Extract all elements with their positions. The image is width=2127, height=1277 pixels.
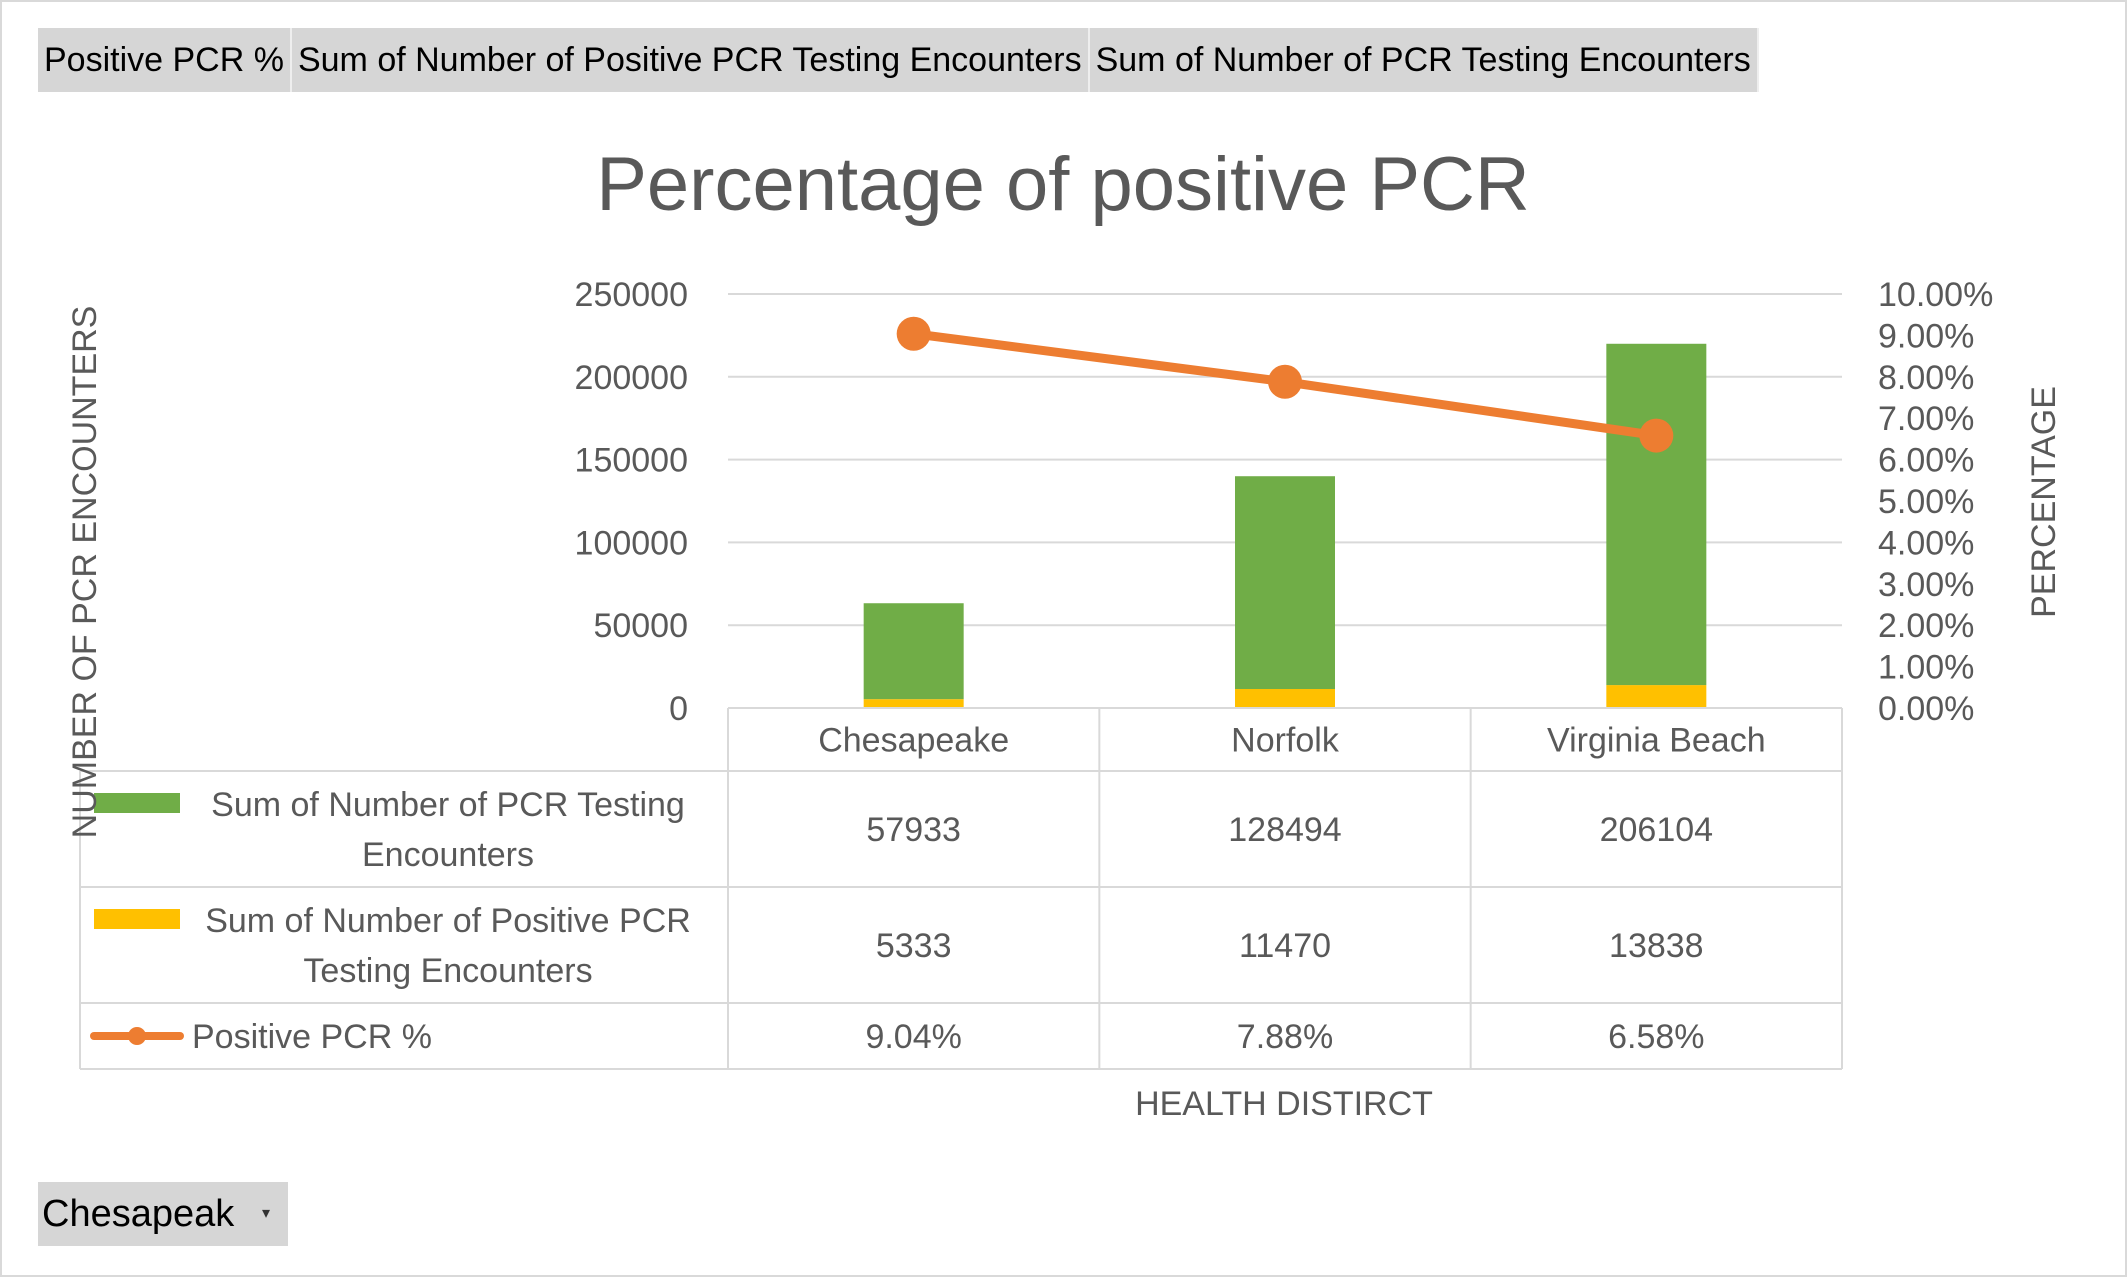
y2-tick-label: 6.00% <box>1878 442 1974 480</box>
field-button-positive-pcr-percent[interactable]: Positive PCR % <box>38 28 292 92</box>
bars <box>863 343 1707 708</box>
legend-label: Positive PCR % <box>192 1018 432 1056</box>
field-button-sum-positive-pcr[interactable]: Sum of Number of Positive PCR Testing En… <box>291 28 1090 92</box>
legend-label: Sum of Number of PCR Testing Encounters <box>211 786 685 874</box>
bar-positive-pcr <box>1235 689 1335 708</box>
bar-positive-pcr <box>863 699 964 708</box>
filter-selected-value: Chesapeak <box>42 1193 235 1235</box>
data-table: Chesapeake Norfolk Virginia Beach 57933 1284… <box>79 707 1843 1070</box>
x-tick-label: Norfolk <box>1231 722 1340 760</box>
chart-title: Percentage of positive PCR <box>596 142 1530 227</box>
data-table-value: 5333 <box>876 927 952 965</box>
data-table-value: 57933 <box>866 811 961 849</box>
y2-tick-label: 1.00% <box>1878 649 1974 687</box>
bar-total-pcr <box>1235 476 1335 690</box>
line-series <box>896 316 1674 453</box>
y-tick-label: 200000 <box>575 359 688 397</box>
legend-key-swatch <box>94 909 180 929</box>
y2-tick-label: 3.00% <box>1878 566 1974 604</box>
filter-dropdown[interactable]: Chesapeak ▾ <box>38 1182 288 1246</box>
bar-positive-pcr <box>1606 685 1707 708</box>
legend-key-marker <box>128 1027 146 1045</box>
y-tick-label: 100000 <box>575 524 688 562</box>
bar-total-pcr <box>863 603 964 700</box>
data-table-value: 11470 <box>1239 927 1331 965</box>
y2-tick-label: 8.00% <box>1878 359 1974 397</box>
y-tick-label: 50000 <box>593 607 688 645</box>
y-tick-label: 150000 <box>575 442 688 480</box>
line-marker <box>1639 418 1674 453</box>
legend-label: Sum of Number of Positive PCR Testing Enc… <box>205 902 691 990</box>
legend-key-swatch <box>94 793 180 813</box>
pivot-field-buttons: Positive PCR % Sum of Number of Positive… <box>38 28 1759 92</box>
y2-tick-label: 9.00% <box>1878 317 1974 355</box>
y2-tick-label: 7.00% <box>1878 400 1974 438</box>
data-table-value: 6.58% <box>1608 1018 1704 1056</box>
data-table-value: 206104 <box>1600 811 1713 849</box>
left-axis-tick-labels: 0 50000 100000 150000 200000 250000 <box>575 276 688 728</box>
y-axis-title: NUMBER OF PCR ENCOUNTERS <box>66 306 104 839</box>
right-axis-tick-labels: 0.00%1.00% 2.00%3.00% 4.00%5.00%6.00% 7.00%… <box>1878 276 1993 728</box>
line-marker <box>896 316 931 351</box>
y2-axis-title: PERCENTAGE <box>2025 386 2063 618</box>
data-table-value: 7.88% <box>1237 1018 1333 1056</box>
x-tick-label: Chesapeake <box>818 722 1009 760</box>
chevron-down-icon: ▾ <box>261 1205 270 1222</box>
data-table-value: 13838 <box>1609 927 1704 965</box>
data-table-value: 128494 <box>1228 811 1341 849</box>
field-button-sum-pcr[interactable]: Sum of Number of PCR Testing Encounters <box>1089 28 1759 92</box>
y2-tick-label: 0.00% <box>1878 690 1974 728</box>
x-axis-title: HEALTH DISTIRCT <box>1135 1085 1433 1123</box>
y2-tick-label: 4.00% <box>1878 524 1974 562</box>
data-table-value: 9.04% <box>865 1018 961 1056</box>
bar-total-pcr <box>1606 343 1707 686</box>
y2-tick-label: 5.00% <box>1878 483 1974 521</box>
line-marker <box>1268 364 1302 399</box>
y2-tick-label: 2.00% <box>1878 607 1974 645</box>
x-tick-label: Virginia Beach <box>1547 722 1766 760</box>
y2-tick-label: 10.00% <box>1878 276 1993 314</box>
y-tick-label: 0 <box>669 690 688 728</box>
y-tick-label: 250000 <box>575 276 688 314</box>
